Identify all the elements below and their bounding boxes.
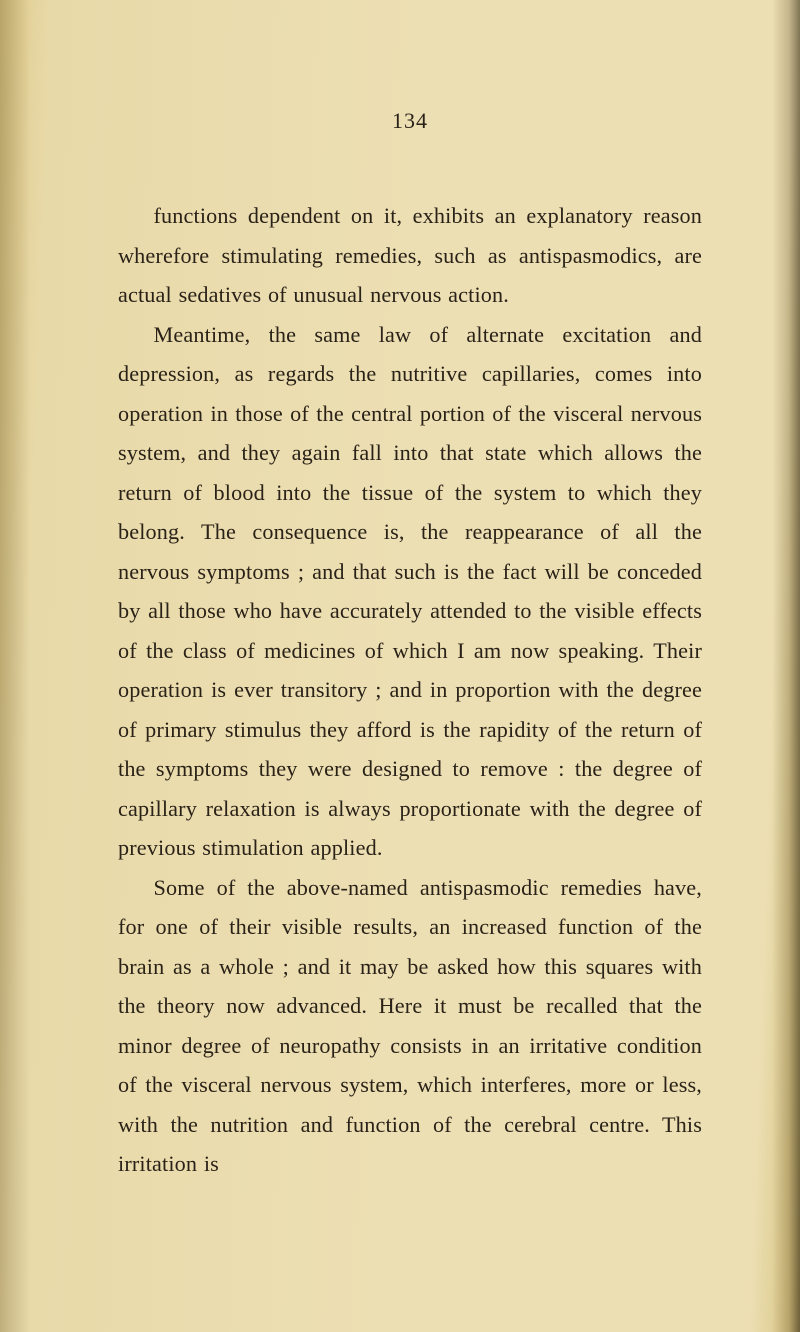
scanned-page: 134 functions dependent on it, exhibits …	[0, 0, 800, 1332]
paragraph: functions dependent on it, exhibits an e…	[118, 196, 702, 315]
right-edge-shadow	[772, 0, 800, 1332]
paragraph: Meantime, the same law of alternate exci…	[118, 315, 702, 868]
body-text-block: functions dependent on it, exhibits an e…	[118, 196, 702, 1184]
paragraph: Some of the above-named antispasmodic re…	[118, 868, 702, 1184]
left-edge-shadow	[0, 0, 30, 1332]
page-number: 134	[118, 108, 702, 134]
